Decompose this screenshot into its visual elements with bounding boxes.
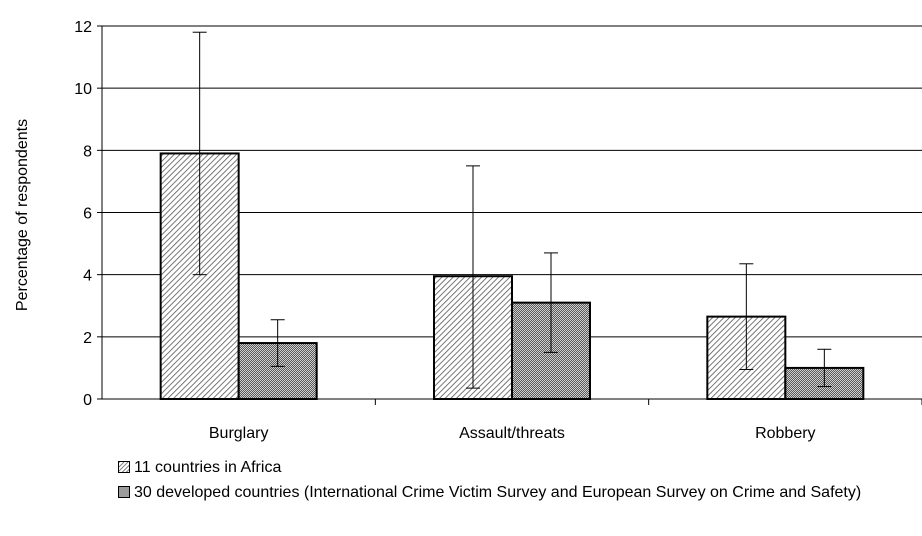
error-bar xyxy=(270,319,285,367)
legend-item-developed: 30 developed countries (International Cr… xyxy=(118,483,918,502)
y-tick-label: 2 xyxy=(83,330,92,347)
legend-label-developed: 30 developed countries (International Cr… xyxy=(134,484,862,501)
y-tick-label: 8 xyxy=(83,143,92,160)
legend: 11 countries in Africa 30 developed coun… xyxy=(118,458,918,508)
legend-swatch-africa xyxy=(118,461,130,473)
labels: 0 2 4 6 8 10 12 Burglary Assault/threats Robbery xyxy=(74,19,815,442)
legend-item-africa: 11 countries in Africa xyxy=(118,458,918,477)
legend-swatch-developed xyxy=(118,486,130,498)
error-bar xyxy=(466,165,480,389)
y-tick-label: 0 xyxy=(83,392,92,409)
y-axis-title: Percentage of respondents xyxy=(14,119,31,311)
x-category-label: Assault/threats xyxy=(459,425,565,442)
error-bar xyxy=(817,348,832,388)
error-bar xyxy=(192,31,207,276)
y-tick-label: 12 xyxy=(74,19,92,36)
y-tick-label: 6 xyxy=(83,206,92,223)
y-tick-label: 4 xyxy=(83,268,92,285)
error-bar xyxy=(544,252,558,353)
legend-label-africa: 11 countries in Africa xyxy=(134,459,282,476)
y-tick-label: 10 xyxy=(74,81,92,98)
x-category-label: Burglary xyxy=(209,425,269,442)
bars xyxy=(159,31,865,401)
error-bar xyxy=(739,263,754,370)
x-category-label: Robbery xyxy=(755,425,815,442)
